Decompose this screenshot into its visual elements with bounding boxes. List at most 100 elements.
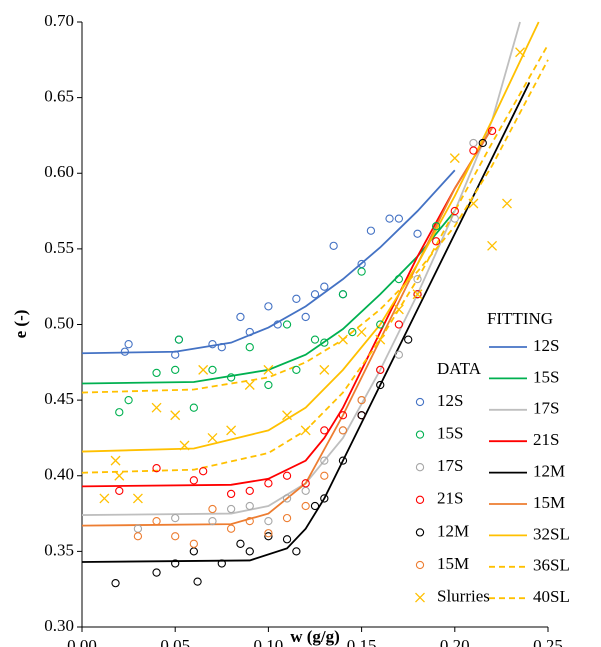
- data-point: [264, 532, 273, 541]
- data-point: [338, 334, 348, 345]
- data-point: [413, 274, 422, 284]
- data-point: [394, 214, 404, 223]
- data-point: [171, 513, 180, 523]
- legend-marker: [415, 528, 425, 537]
- legend-label: 12M: [437, 521, 469, 540]
- data-point: [301, 479, 310, 488]
- data-point: [404, 335, 413, 344]
- data-point: [376, 320, 385, 329]
- data-point: [319, 364, 330, 375]
- data-point: [217, 343, 226, 352]
- data-point: [357, 395, 366, 405]
- data-point: [376, 380, 385, 390]
- y-tick-label: 0.35: [44, 540, 74, 559]
- data-point: [244, 380, 255, 390]
- data-point: [171, 559, 180, 568]
- data-point: [226, 524, 236, 533]
- data-point: [226, 504, 236, 514]
- legend-marker: [415, 430, 425, 439]
- fitting-legend-title: FITTING: [487, 309, 553, 328]
- fit-line: [81, 59, 549, 394]
- data-point: [124, 395, 133, 405]
- data-point: [208, 516, 217, 526]
- data-point: [170, 410, 181, 421]
- data-point: [338, 411, 348, 420]
- data-point: [515, 47, 525, 58]
- data-legend-title: DATA: [437, 359, 482, 378]
- data-point: [348, 327, 357, 337]
- legend-label: 21S: [437, 489, 463, 508]
- data-point: [264, 529, 273, 538]
- data-point: [114, 470, 125, 481]
- y-tick-label: 0.55: [44, 238, 74, 257]
- data-point: [132, 493, 143, 504]
- legend-label: 15M: [437, 554, 469, 573]
- fit-line: [81, 44, 549, 474]
- data-point: [208, 504, 217, 514]
- data-point: [487, 126, 497, 136]
- data-point: [375, 334, 386, 345]
- data-point: [413, 290, 422, 299]
- data-point: [179, 440, 190, 451]
- legend-label: 12M: [533, 462, 565, 481]
- data-point: [193, 577, 202, 586]
- data-point: [282, 494, 292, 503]
- data-point: [152, 464, 161, 473]
- data-point: [413, 229, 422, 238]
- legend-label: 15S: [437, 424, 463, 443]
- x-tick-label: 0.05: [160, 636, 190, 647]
- data-point: [245, 516, 254, 526]
- y-tick-label: 0.45: [44, 389, 74, 408]
- data-point: [432, 222, 441, 231]
- legend-label: 15M: [533, 493, 565, 512]
- data-point: [189, 547, 198, 556]
- data-point: [478, 138, 487, 148]
- data-point: [133, 524, 143, 533]
- data-point: [394, 350, 404, 359]
- fit-line: [81, 127, 493, 488]
- data-point: [124, 340, 133, 349]
- data-point: [394, 274, 404, 284]
- data-point: [115, 486, 124, 496]
- legend-label: 12S: [533, 336, 559, 355]
- data-point: [115, 408, 124, 417]
- data-point: [329, 241, 338, 250]
- data-point: [338, 290, 348, 299]
- data-point: [264, 479, 273, 488]
- legend-marker: [415, 495, 425, 504]
- data-point: [236, 539, 245, 548]
- data-point: [376, 365, 385, 375]
- data-point: [171, 532, 180, 541]
- data-point: [236, 312, 245, 322]
- data-point: [282, 410, 292, 421]
- x-tick-label: 0.00: [67, 636, 97, 647]
- data-point: [110, 455, 121, 466]
- data-point: [320, 282, 329, 291]
- data-point: [385, 214, 394, 223]
- x-tick-label: 0.25: [533, 636, 563, 647]
- data-point: [412, 289, 423, 300]
- legend-label: 32SL: [533, 524, 570, 543]
- data-point: [292, 547, 301, 556]
- y-tick-label: 0.50: [44, 313, 74, 332]
- data-point: [282, 471, 292, 480]
- data-point: [189, 403, 198, 412]
- data-point: [217, 559, 226, 568]
- data-point: [208, 340, 217, 349]
- data-point: [449, 153, 460, 164]
- legend-label: 15S: [533, 367, 559, 386]
- data-point: [394, 320, 404, 329]
- fit-line: [81, 127, 493, 527]
- y-axis-title: e (-): [11, 310, 30, 339]
- data-point: [151, 402, 162, 413]
- data-point: [338, 456, 348, 465]
- legend-label: 17S: [437, 456, 463, 475]
- data-point: [469, 138, 478, 148]
- data-point: [357, 411, 366, 420]
- data-point: [338, 426, 348, 435]
- data-point: [320, 338, 329, 347]
- data-point: [208, 365, 217, 375]
- data-point: [264, 516, 273, 526]
- data-point: [245, 486, 254, 496]
